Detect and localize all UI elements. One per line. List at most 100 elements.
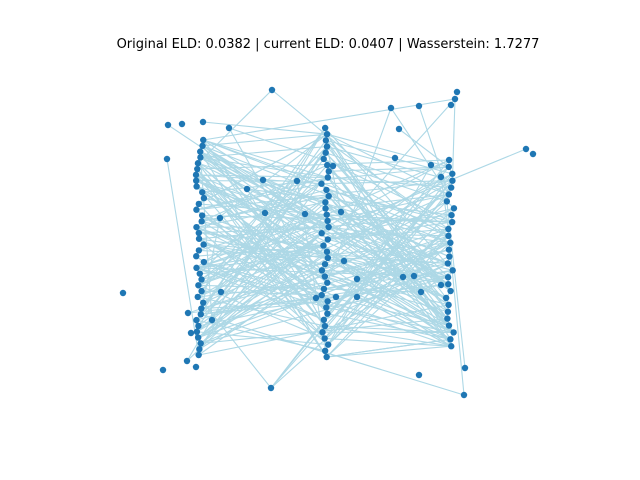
graph-node <box>197 148 204 155</box>
graph-node <box>445 246 453 253</box>
graph-edge <box>200 156 328 179</box>
graph-node <box>332 293 340 301</box>
graph-node <box>318 230 325 237</box>
graph-node <box>119 289 127 297</box>
graph-edge <box>323 158 453 223</box>
graph-edge <box>398 128 450 168</box>
graph-node <box>183 357 191 365</box>
graph-node <box>243 185 251 193</box>
graph-node <box>448 211 455 219</box>
graph-node <box>391 154 399 162</box>
graph-edge <box>327 235 449 346</box>
graph-node <box>194 165 201 173</box>
graph-edges <box>166 89 527 396</box>
graph-edge <box>200 313 465 396</box>
graph-nodes <box>119 86 537 399</box>
graph-node <box>193 328 201 335</box>
graph-node <box>444 308 452 315</box>
graph-edge <box>327 177 452 347</box>
graph-node <box>195 235 203 242</box>
graph-node <box>320 242 327 249</box>
graph-node <box>447 239 454 246</box>
graph-node <box>445 280 452 288</box>
graph-edge <box>326 214 449 285</box>
graph-node <box>353 275 361 283</box>
graph-edge <box>166 158 200 356</box>
graph-node <box>192 171 200 179</box>
graph-node <box>193 223 200 231</box>
graph-node <box>321 124 329 132</box>
graph-node <box>325 192 332 200</box>
graph-node <box>387 104 395 112</box>
graph-edge <box>197 226 329 338</box>
graph-node <box>323 353 330 361</box>
graph-edge <box>323 98 456 246</box>
graph-node <box>198 276 205 283</box>
graph-edge <box>201 177 329 280</box>
graph-node <box>198 218 205 225</box>
graph-node <box>415 102 423 110</box>
graph-edge <box>198 232 322 286</box>
graph-edge <box>196 245 324 269</box>
graph-node <box>450 205 458 212</box>
graph-edge <box>418 105 450 195</box>
graph-node <box>437 281 445 289</box>
graph-node <box>197 340 204 347</box>
graph-node <box>449 267 456 274</box>
graph-edge <box>324 337 452 347</box>
graph-node <box>322 205 329 212</box>
graph-node <box>322 149 329 156</box>
graph-edge <box>390 107 450 195</box>
graph-edge <box>197 245 324 298</box>
graph-node <box>415 371 423 379</box>
graph-node <box>445 225 452 233</box>
graph-edge <box>356 296 452 347</box>
graph-node <box>320 155 327 163</box>
graph-node <box>447 336 454 343</box>
graph-edge <box>199 151 329 259</box>
graph-edge <box>200 140 327 309</box>
graph-node <box>325 223 332 231</box>
graph-node <box>225 124 233 132</box>
graph-node <box>325 168 332 175</box>
graph-node <box>198 287 205 295</box>
graph-node <box>461 364 469 372</box>
graph-edge <box>195 127 326 321</box>
graph-node <box>448 343 455 350</box>
graph-edge <box>196 331 329 346</box>
graph-edge <box>451 98 456 181</box>
graph-node <box>324 254 332 262</box>
graph-node <box>529 150 537 158</box>
figure-title: Original ELD: 0.0382 | current ELD: 0.04… <box>116 37 540 52</box>
graph-node <box>197 311 204 318</box>
graph-edge <box>197 146 328 327</box>
graph-node <box>444 274 452 281</box>
graph-edge <box>325 152 449 278</box>
graph-node <box>312 294 320 302</box>
graph-edge <box>203 261 322 296</box>
graph-edge <box>321 294 450 327</box>
graph-node <box>445 232 452 240</box>
graph-node <box>329 162 337 170</box>
graph-node <box>446 253 453 260</box>
graph-node <box>410 272 418 280</box>
graph-edge <box>203 261 325 321</box>
graph-edge <box>196 226 337 298</box>
graph-edge <box>270 166 450 389</box>
graph-edge <box>321 180 453 185</box>
graph-edge <box>325 140 447 299</box>
graph-node <box>193 264 200 272</box>
graph-node <box>323 143 331 150</box>
graph-edge <box>199 151 329 240</box>
graph-node <box>318 180 325 187</box>
graph-edge <box>196 186 325 290</box>
graph-node <box>449 170 456 177</box>
graph-edge <box>324 235 449 278</box>
graph-edge <box>321 148 527 234</box>
graph-edge <box>324 325 452 347</box>
graph-node <box>200 136 207 144</box>
graph-node <box>442 294 450 302</box>
graph-edge <box>246 188 326 327</box>
graph-edge <box>228 127 448 202</box>
graph-edge <box>326 306 454 333</box>
